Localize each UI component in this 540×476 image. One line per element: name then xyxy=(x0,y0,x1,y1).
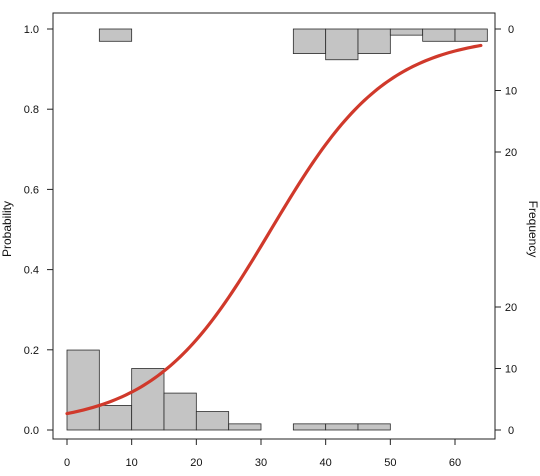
x-tick-label-1: 10 xyxy=(126,457,138,469)
top-histogram xyxy=(98,28,488,61)
bottom-bar-0 xyxy=(66,349,100,431)
bottom-bar-6 xyxy=(292,423,327,431)
x-tick-label-4: 40 xyxy=(320,457,332,469)
freq-bottom-label-1: 10 xyxy=(505,364,517,376)
bottom-bar-1 xyxy=(98,404,133,431)
top-bar-0 xyxy=(98,28,133,42)
x-axis: 0 10 20 30 40 50 60 xyxy=(64,438,461,469)
y-axis: 0.0 0.2 0.4 0.6 0.8 1.0 xyxy=(24,24,53,437)
top-bar-3 xyxy=(357,28,391,55)
y-tick-label-4: 0.8 xyxy=(24,104,39,116)
top-bar-4 xyxy=(389,28,424,36)
bottom-bar-7 xyxy=(325,423,359,431)
x-tick-label-3: 30 xyxy=(255,457,267,469)
frequency-axis: 0 10 20 0 10 20 xyxy=(495,24,517,437)
top-bar-6 xyxy=(454,28,488,42)
top-bar-5 xyxy=(422,28,456,42)
y-tick-label-1: 0.2 xyxy=(24,345,39,357)
x-tick-label-6: 60 xyxy=(449,457,461,469)
bottom-bar-4 xyxy=(195,411,230,431)
freq-top-label-2: 20 xyxy=(505,147,517,159)
y-tick-label-0: 0.0 xyxy=(24,425,39,437)
x-tick-label-5: 50 xyxy=(384,457,396,469)
freq-top-label-0: 0 xyxy=(508,24,514,36)
bottom-bar-8 xyxy=(357,423,391,431)
bottom-bar-5 xyxy=(228,423,262,431)
frequency-axis-title: Frequency xyxy=(526,201,540,258)
logistic-curve xyxy=(65,43,483,416)
top-bar-2 xyxy=(325,28,359,61)
freq-bottom-label-2: 20 xyxy=(505,302,517,314)
freq-top-label-1: 10 xyxy=(505,86,517,98)
y-tick-label-5: 1.0 xyxy=(24,24,39,36)
bottom-bar-2 xyxy=(131,368,165,431)
bottom-histogram xyxy=(66,349,391,431)
bottom-bar-3 xyxy=(163,392,197,431)
top-bar-1 xyxy=(292,28,327,55)
x-tick-label-0: 0 xyxy=(64,457,70,469)
freq-bottom-label-0: 0 xyxy=(508,425,514,437)
y-tick-label-3: 0.6 xyxy=(24,184,39,196)
y-axis-title: Probability xyxy=(0,201,14,257)
x-tick-label-2: 20 xyxy=(190,457,202,469)
y-tick-label-2: 0.4 xyxy=(24,265,39,277)
